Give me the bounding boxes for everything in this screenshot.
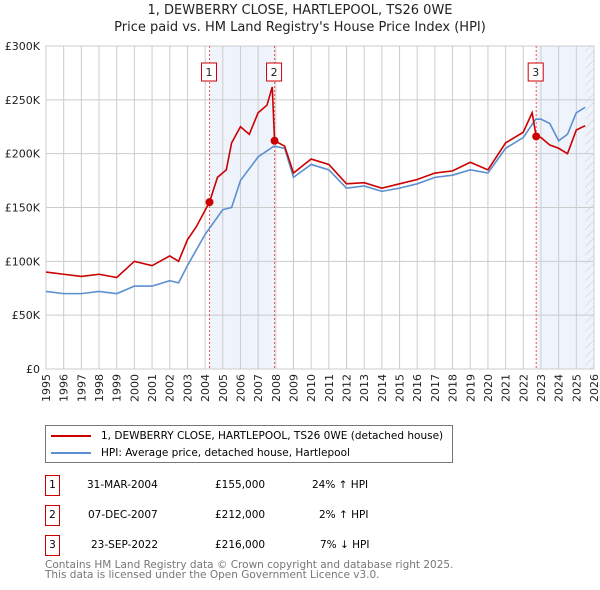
x-tick-label: 2013 (358, 374, 371, 402)
sale-point (270, 136, 279, 145)
transaction-date: 07-DEC-2007 (88, 509, 158, 521)
transaction-price: £155,000 (215, 479, 266, 491)
x-tick-label: 2016 (411, 374, 424, 402)
transaction-hpi: 2% ↑ HPI (319, 509, 369, 521)
x-tick-label: 2010 (305, 374, 318, 402)
marker-label: 3 (532, 66, 539, 79)
marker-box (527, 62, 544, 82)
marker-label: 1 (206, 66, 213, 79)
x-tick-label: 2014 (376, 374, 389, 402)
legend-swatch (51, 452, 91, 454)
x-tick-label: 2024 (553, 374, 566, 402)
marker-box (266, 62, 283, 82)
legend-label: 1, DEWBERRY CLOSE, HARTLEPOOL, TS26 0WE … (101, 430, 444, 442)
x-tick-label: 2018 (447, 374, 460, 402)
x-tick-label: 2020 (482, 374, 495, 402)
x-tick-label: 2003 (181, 374, 194, 402)
transaction-number: 2 (45, 505, 60, 526)
x-tick-label: 2002 (164, 374, 177, 402)
y-tick-label: £300K (5, 40, 41, 53)
x-tick-label: 2007 (252, 374, 265, 402)
legend: 1, DEWBERRY CLOSE, HARTLEPOOL, TS26 0WE … (45, 425, 453, 463)
transaction-date: 31-MAR-2004 (87, 479, 158, 491)
x-tick-label: 1996 (58, 374, 71, 402)
footer-line: This data is licensed under the Open Gov… (45, 569, 380, 581)
transaction-number: 1 (45, 475, 60, 496)
plot-border (45, 45, 595, 370)
x-tick-label: 2009 (287, 374, 300, 402)
transaction-date: 23-SEP-2022 (91, 539, 159, 551)
series-line (45, 86, 586, 279)
y-tick-label: £100K (5, 255, 41, 268)
legend-label: HPI: Average price, detached house, Hart… (101, 447, 350, 459)
x-tick-label: 2008 (270, 374, 283, 402)
x-tick-label: 2017 (429, 374, 442, 402)
transaction-number: 3 (45, 535, 60, 556)
sale-point (205, 198, 214, 207)
y-tick-label: £0 (26, 363, 40, 376)
series-line (45, 106, 586, 295)
x-tick-label: 2015 (394, 374, 407, 402)
y-tick-label: £50K (12, 309, 41, 322)
sale-point (532, 132, 541, 141)
price-chart: 1995 1996 1997 1998 1999 2000 2001 2002 2003 2004… (5, 40, 600, 402)
y-tick-label: £150K (5, 202, 41, 215)
x-tick-label: 2004 (199, 374, 212, 402)
x-tick-label: 1995 (40, 374, 53, 402)
x-tick-label: 1998 (93, 374, 106, 402)
x-tick-label: 2000 (128, 374, 141, 402)
x-tick-label: 2023 (535, 374, 548, 402)
legend-item-hpi: HPI: Average price, detached house, Hart… (51, 446, 350, 460)
chart-subtitle: Price paid vs. HM Land Registry's House … (114, 20, 486, 35)
y-tick-label: £200K (5, 148, 41, 161)
transaction-row: 1 31-MAR-2004 £155,000 24% ↑ HPI (45, 475, 445, 496)
x-tick-label: 2011 (323, 374, 336, 402)
x-tick-label: 2006 (234, 374, 247, 402)
transaction-row: 2 07-DEC-2007 £212,000 2% ↑ HPI (45, 505, 445, 526)
marker-label: 2 (271, 66, 278, 79)
transaction-price: £212,000 (215, 509, 266, 521)
legend-swatch (51, 435, 91, 437)
y-tick-label: £250K (5, 94, 41, 107)
x-tick-label: 2026 (588, 374, 600, 402)
chart-title: 1, DEWBERRY CLOSE, HARTLEPOOL, TS26 0WE (147, 3, 453, 18)
transaction-hpi: 24% ↑ HPI (312, 479, 369, 491)
x-tick-label: 2021 (500, 374, 513, 402)
footer-line: Contains HM Land Registry data © Crown c… (45, 559, 454, 571)
transaction-price: £216,000 (215, 539, 266, 551)
x-tick-label: 1999 (111, 374, 124, 402)
x-tick-label: 2012 (341, 374, 354, 402)
x-tick-label: 2025 (570, 374, 583, 402)
x-tick-label: 1997 (75, 374, 88, 402)
transaction-hpi: 7% ↓ HPI (320, 539, 370, 551)
x-tick-label: 2001 (146, 374, 159, 402)
legend-item-property: 1, DEWBERRY CLOSE, HARTLEPOOL, TS26 0WE … (51, 429, 443, 443)
footer: Contains HM Land Registry data © Crown c… (45, 559, 454, 581)
marker-box (201, 62, 218, 82)
x-tick-label: 2022 (517, 374, 530, 402)
transaction-row: 3 23-SEP-2022 £216,000 7% ↓ HPI (45, 535, 445, 556)
x-tick-label: 2019 (464, 374, 477, 402)
x-tick-label: 2005 (217, 374, 230, 402)
